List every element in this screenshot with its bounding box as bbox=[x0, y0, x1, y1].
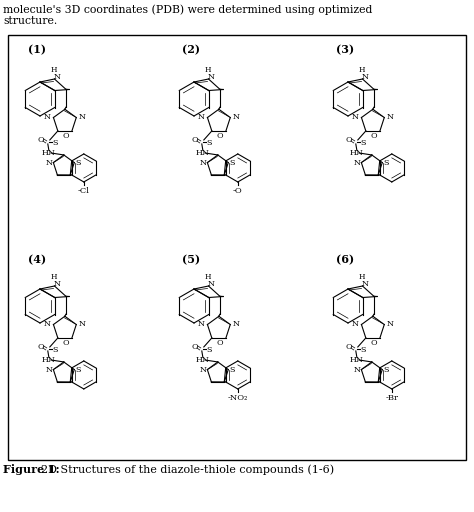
Text: N: N bbox=[200, 159, 206, 166]
Text: N: N bbox=[44, 113, 51, 121]
Text: S: S bbox=[206, 346, 211, 354]
Text: O: O bbox=[62, 339, 69, 347]
Text: S: S bbox=[52, 346, 57, 354]
Text: O: O bbox=[62, 132, 69, 140]
Text: N: N bbox=[46, 366, 52, 374]
Text: N: N bbox=[208, 73, 215, 81]
Text: H: H bbox=[50, 273, 57, 281]
Text: N: N bbox=[44, 320, 51, 328]
Text: N: N bbox=[233, 113, 240, 121]
Text: N: N bbox=[79, 113, 86, 121]
Text: (1): (1) bbox=[28, 44, 46, 55]
Text: S: S bbox=[383, 366, 389, 374]
Text: N: N bbox=[387, 320, 394, 328]
Text: HN: HN bbox=[350, 149, 364, 157]
Text: N: N bbox=[352, 113, 359, 121]
Text: H: H bbox=[50, 66, 57, 74]
Text: N: N bbox=[208, 280, 215, 288]
Text: S: S bbox=[75, 366, 81, 374]
Text: (5): (5) bbox=[182, 254, 200, 265]
Text: N: N bbox=[200, 366, 206, 374]
Text: N: N bbox=[362, 280, 369, 288]
Text: -Br: -Br bbox=[385, 394, 398, 402]
Text: O: O bbox=[346, 136, 352, 144]
Text: S: S bbox=[229, 159, 235, 166]
Text: N: N bbox=[46, 159, 52, 166]
Text: O: O bbox=[370, 132, 377, 140]
Text: N: N bbox=[362, 73, 369, 81]
Text: (6): (6) bbox=[336, 254, 354, 265]
Text: (2): (2) bbox=[182, 44, 200, 55]
Text: N: N bbox=[387, 113, 394, 121]
Text: HN: HN bbox=[196, 356, 210, 364]
Text: N: N bbox=[198, 320, 205, 328]
Text: 2D Structures of the diazole-thiole compounds (1-6): 2D Structures of the diazole-thiole comp… bbox=[41, 464, 334, 475]
Text: S: S bbox=[206, 139, 211, 147]
Text: O: O bbox=[216, 132, 223, 140]
Text: -NO₂: -NO₂ bbox=[228, 394, 248, 402]
Text: O: O bbox=[37, 136, 44, 144]
Text: Figure 1:: Figure 1: bbox=[3, 464, 64, 475]
Text: HN: HN bbox=[350, 356, 364, 364]
Bar bbox=[8, 35, 466, 460]
Text: H: H bbox=[358, 66, 365, 74]
Text: S: S bbox=[383, 159, 389, 166]
Text: -O: -O bbox=[233, 187, 243, 195]
Text: S: S bbox=[229, 366, 235, 374]
Text: O: O bbox=[191, 136, 198, 144]
Text: S: S bbox=[75, 159, 81, 166]
Text: (3): (3) bbox=[336, 44, 354, 55]
Text: O: O bbox=[37, 343, 44, 351]
Text: N: N bbox=[54, 280, 61, 288]
Text: N: N bbox=[353, 159, 360, 166]
Text: HN: HN bbox=[42, 356, 55, 364]
Text: H: H bbox=[358, 273, 365, 281]
Text: O: O bbox=[370, 339, 377, 347]
Text: (4): (4) bbox=[28, 254, 46, 265]
Text: S: S bbox=[360, 139, 365, 147]
Text: N: N bbox=[353, 366, 360, 374]
Text: O: O bbox=[346, 343, 352, 351]
Text: S: S bbox=[52, 139, 57, 147]
Text: H: H bbox=[204, 273, 211, 281]
Text: H: H bbox=[204, 66, 211, 74]
Text: -Cl: -Cl bbox=[78, 187, 90, 195]
Text: structure.: structure. bbox=[3, 16, 57, 26]
Text: O: O bbox=[216, 339, 223, 347]
Text: N: N bbox=[54, 73, 61, 81]
Text: N: N bbox=[352, 320, 359, 328]
Text: N: N bbox=[233, 320, 240, 328]
Text: S: S bbox=[360, 346, 365, 354]
Text: N: N bbox=[79, 320, 86, 328]
Text: O: O bbox=[191, 343, 198, 351]
Text: HN: HN bbox=[42, 149, 55, 157]
Text: molecule's 3D coordinates (PDB) were determined using optimized: molecule's 3D coordinates (PDB) were det… bbox=[3, 4, 373, 14]
Text: HN: HN bbox=[196, 149, 210, 157]
Text: N: N bbox=[198, 113, 205, 121]
